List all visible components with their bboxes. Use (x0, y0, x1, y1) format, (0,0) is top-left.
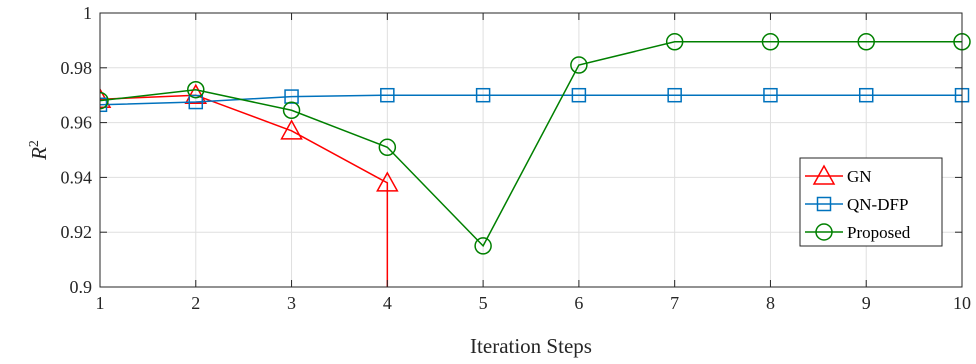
y-axis-title-superscript: 2 (27, 140, 42, 147)
y-tick-label: 0.92 (61, 222, 93, 242)
tick-labels: 1 2 3 4 5 6 7 8 9 10 0.9 0.92 0.94 0.96 0.98 1 (61, 3, 972, 313)
legend-label: GN (847, 167, 872, 186)
x-tick-label: 10 (953, 293, 971, 313)
x-tick-label: 2 (191, 293, 200, 313)
data-point-marker (100, 91, 109, 110)
x-tick-label: 9 (862, 293, 871, 313)
data-point-marker (188, 94, 204, 110)
y-tick-label: 0.9 (70, 277, 93, 297)
data-point-marker (184, 83, 208, 104)
y-axis-title-main: R (27, 147, 51, 161)
data-point-marker (570, 56, 588, 74)
y-tick-label: 0.96 (61, 113, 93, 133)
axis-ticks (99, 12, 963, 288)
data-point-marker (763, 87, 778, 103)
x-axis-title: Iteration Steps (470, 334, 592, 358)
x-tick-label: 5 (479, 293, 488, 313)
series-layer (100, 33, 971, 287)
legend-item: GN (805, 164, 872, 186)
series-line (100, 41, 962, 248)
data-point-marker (665, 33, 684, 51)
data-point-marker (858, 87, 874, 103)
x-tick-label: 3 (287, 293, 296, 313)
y-tick-label: 0.98 (61, 58, 93, 78)
data-point-marker (187, 80, 205, 99)
data-point-marker (475, 87, 491, 103)
x-tick-label: 8 (766, 293, 775, 313)
x-tick-label: 7 (670, 293, 679, 313)
x-tick-label: 1 (96, 293, 105, 313)
y-tick-label: 1 (83, 3, 92, 23)
plot-frame (99, 12, 963, 288)
y-tick-label: 0.94 (61, 167, 93, 187)
data-point-marker (857, 33, 875, 51)
legend-label: Proposed (847, 223, 911, 242)
data-point-marker (280, 119, 303, 140)
legend-label: QN-DFP (847, 195, 908, 214)
data-point-marker (284, 89, 299, 104)
data-point-marker (474, 237, 492, 255)
x-tick-label: 6 (574, 293, 583, 313)
data-point-marker (376, 171, 399, 192)
legend-marker-triangle (812, 164, 836, 185)
data-point-marker (378, 138, 397, 157)
data-point-marker (667, 87, 682, 103)
data-point-marker (282, 101, 301, 120)
legend: GN QN-DFP Proposed (799, 157, 943, 247)
y-axis-title: R2 (27, 140, 51, 161)
data-point-marker (380, 87, 395, 103)
data-point-marker (761, 33, 780, 51)
x-tick-label: 4 (383, 293, 392, 313)
legend-item: Proposed (805, 223, 911, 242)
series-line (100, 94, 389, 287)
data-point-marker (571, 87, 587, 103)
legend-marker-circle (815, 223, 833, 241)
legend-item: QN-DFP (805, 195, 908, 214)
legend-marker-square (816, 196, 832, 212)
